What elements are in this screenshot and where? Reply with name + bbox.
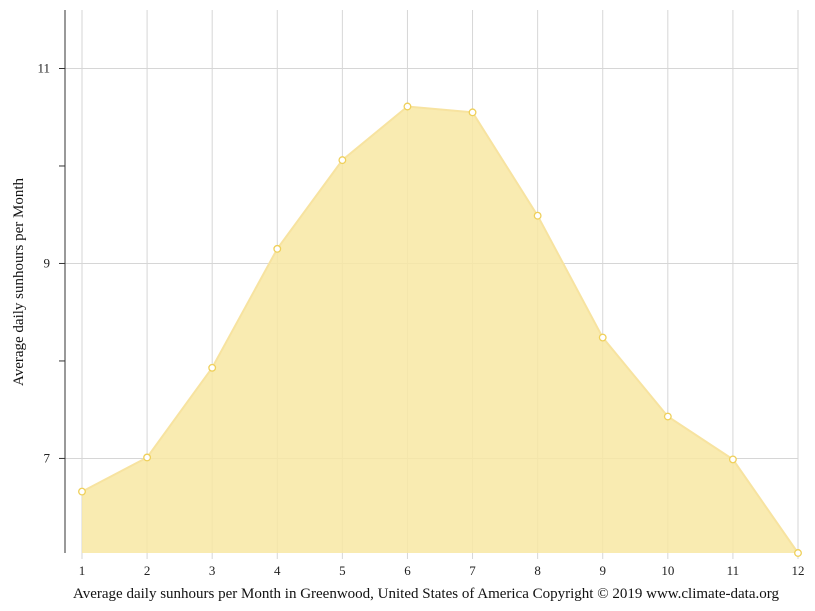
x-tick-label: 7: [469, 563, 476, 578]
y-axis-label: Average daily sunhours per Month: [11, 178, 27, 387]
x-tick-label: 3: [209, 563, 216, 578]
x-tick-label: 8: [534, 563, 541, 578]
series-line: [81, 105, 799, 554]
x-tick-label: 9: [599, 563, 606, 578]
data-point: [728, 455, 737, 464]
data-point: [663, 412, 672, 421]
x-tick-labels: 1 2 3 4 5 6 7 8 9 10 11 12: [79, 563, 805, 578]
y-tick-label: 7: [44, 450, 51, 465]
data-point: [208, 363, 217, 372]
data-point: [468, 108, 477, 117]
data-point: [273, 244, 282, 253]
x-tick-label: 10: [661, 563, 674, 578]
data-point: [338, 156, 347, 165]
axes: [59, 10, 66, 553]
x-tick-label: 1: [79, 563, 86, 578]
chart-caption: Average daily sunhours per Month in Gree…: [73, 586, 779, 602]
area-fill: [82, 106, 798, 554]
x-tick-label: 6: [404, 563, 411, 578]
area-layer: [81, 105, 799, 554]
y-tick-labels: 7 9 11: [37, 60, 50, 465]
x-tick-label: 11: [727, 563, 740, 578]
data-point: [533, 211, 542, 220]
data-point: [794, 549, 802, 557]
data-point: [403, 102, 412, 111]
x-tick-label: 4: [274, 563, 281, 578]
data-point: [78, 487, 86, 496]
data-point: [143, 453, 152, 462]
x-tick-label: 12: [792, 563, 805, 578]
data-points: [78, 102, 802, 557]
x-tick-label: 2: [144, 563, 151, 578]
x-tick-label: 5: [339, 563, 346, 578]
y-tick-label: 11: [37, 60, 50, 75]
data-point: [598, 333, 607, 342]
y-tick-label: 9: [44, 255, 51, 270]
